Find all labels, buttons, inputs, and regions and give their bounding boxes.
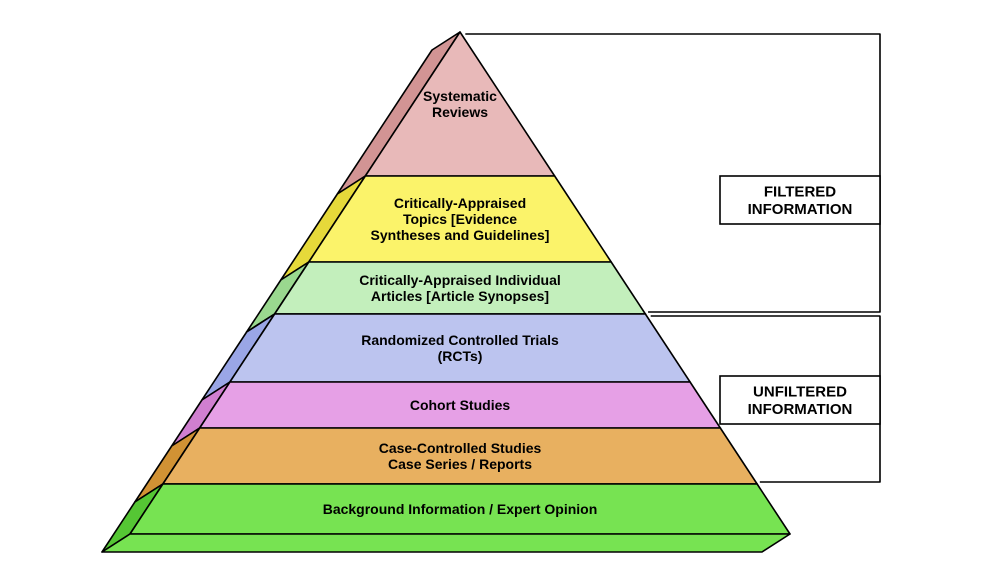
level-label-background-info: Background Information / Expert Opinion (323, 501, 598, 517)
level-label-case-controlled: Case-Controlled StudiesCase Series / Rep… (379, 440, 542, 472)
level-label-systematic-reviews: SystematicReviews (423, 88, 497, 120)
group-label-unfiltered: UNFILTEREDINFORMATION (748, 384, 853, 418)
level-label-critically-appraised-articles: Critically-Appraised IndividualArticles … (359, 272, 561, 304)
evidence-pyramid: SystematicReviewsCritically-AppraisedTop… (0, 0, 1000, 572)
pyramid-level-systematic-reviews: SystematicReviews (337, 32, 554, 194)
level-label-cohort-studies: Cohort Studies (410, 397, 511, 413)
pyramid-level-background-info: Background Information / Expert Opinion (102, 484, 790, 552)
